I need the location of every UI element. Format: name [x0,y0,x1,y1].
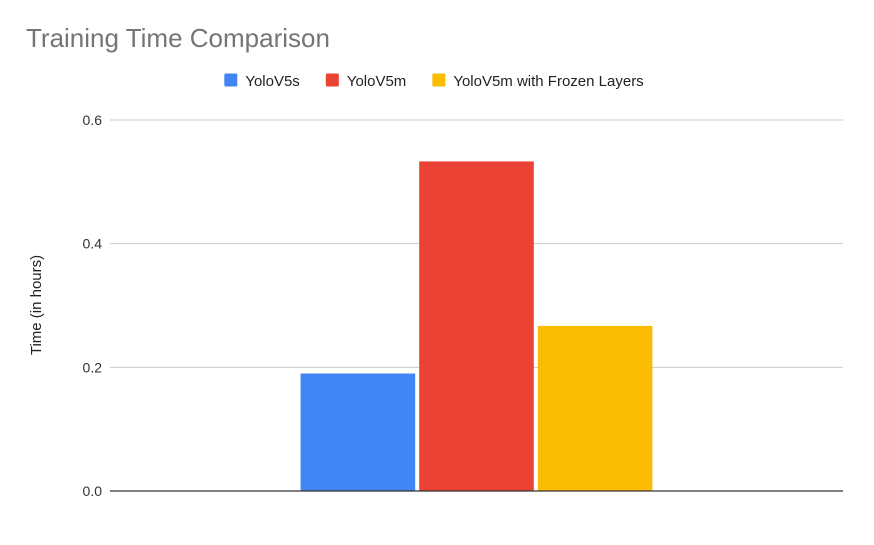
legend: YoloV5s YoloV5m YoloV5m with Frozen Layers [224,73,644,90]
legend-item: YoloV5m [325,73,407,90]
y-tick-label: 0.0 [83,483,103,499]
legend-label: YoloV5s [245,73,300,90]
legend-item: YoloV5s [224,73,300,90]
y-axis-ticks: 0.0 0.2 0.4 0.6 [83,112,103,499]
bars [300,161,653,491]
legend-label: YoloV5m [347,73,407,90]
bar-yolov5m [419,161,534,491]
y-tick-label: 0.6 [83,112,103,128]
legend-item: YoloV5m with Frozen Layers [432,73,644,90]
bar-yolov5m-with-frozen-layers [537,325,653,491]
y-axis-label: Time (in hours) [28,255,45,355]
y-tick-label: 0.2 [83,359,103,375]
bar-yolov5s [300,373,416,491]
legend-swatch [325,73,339,87]
legend-swatch [432,73,446,87]
legend-swatch [224,73,238,87]
legend-label: YoloV5m with Frozen Layers [453,73,643,90]
chart-title: Training Time Comparison [26,23,330,53]
y-tick-label: 0.4 [83,236,103,252]
